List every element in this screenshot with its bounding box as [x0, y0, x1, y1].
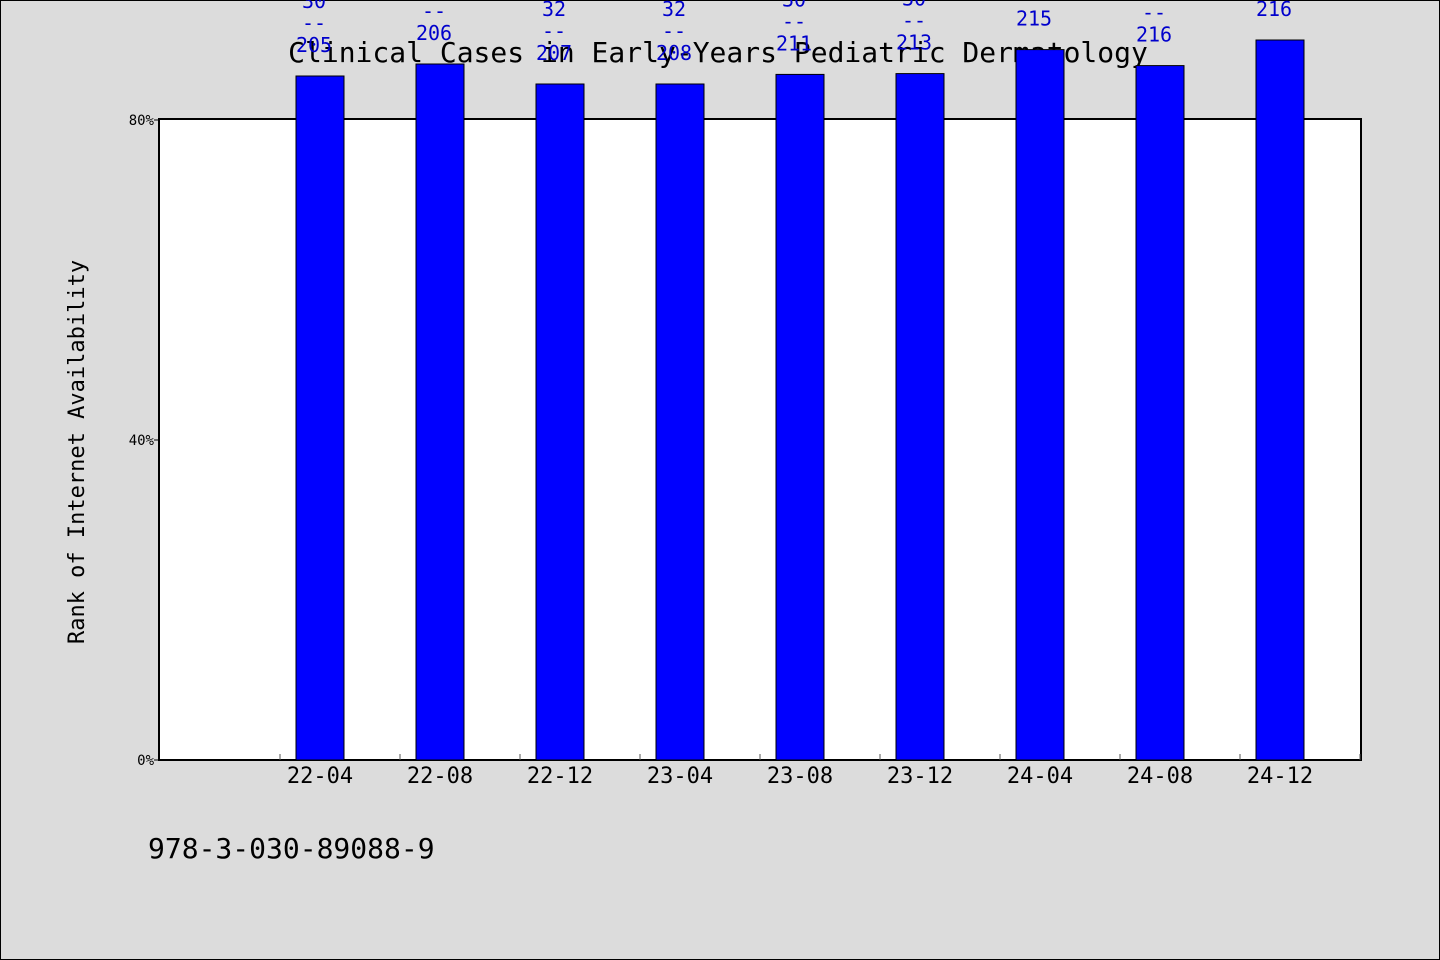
x-tick-label: 24-08 — [1127, 764, 1193, 789]
y-tick-label: 0% — [137, 753, 154, 769]
x-tick-label: 24-12 — [1247, 764, 1313, 789]
data-label: 30 — [902, 0, 926, 11]
data-label: -- — [302, 11, 326, 35]
bar — [535, 83, 585, 761]
y-tick-label: 80% — [129, 113, 155, 129]
x-tick-label: 23-04 — [647, 764, 713, 789]
x-tick-label: 22-12 — [527, 764, 593, 789]
x-axis-ticks: 22-04 22-08 22-12 23-04 23-08 23-12 24-04 24-08… — [279, 754, 1361, 789]
bar — [895, 73, 945, 761]
x-tick-label: 22-04 — [287, 764, 353, 789]
bar — [1255, 39, 1305, 761]
y-axis-label: Rank of Internet Availability — [65, 260, 90, 644]
data-label: 205 — [296, 33, 332, 57]
bar — [1015, 49, 1065, 761]
y-axis-ticks: 0% 40% 80% — [129, 113, 160, 769]
data-label: 211 — [776, 31, 812, 55]
data-label: 206 — [416, 21, 452, 45]
bar — [415, 63, 465, 761]
bar — [295, 75, 345, 761]
data-label: -- — [902, 9, 926, 33]
data-label: 29 — [1142, 0, 1166, 3]
bar-labels: 30--20527--20632--20732--20830--21130--2… — [296, 0, 1292, 65]
x-tick-label: 23-08 — [767, 764, 833, 789]
x-tick-label: 22-08 — [407, 764, 473, 789]
data-label: 216 — [1136, 23, 1172, 47]
data-label: 216 — [1256, 0, 1292, 21]
bar — [655, 83, 705, 761]
bar — [775, 73, 825, 761]
data-label: 32 — [662, 0, 686, 21]
data-label: 213 — [896, 31, 932, 55]
data-label: 208 — [656, 41, 692, 65]
data-label: -- — [1022, 0, 1046, 9]
data-label: 30 — [782, 0, 806, 11]
bar — [1135, 65, 1185, 761]
data-label: -- — [422, 0, 446, 23]
x-tick-label: 23-12 — [887, 764, 953, 789]
data-label: -- — [1142, 1, 1166, 25]
footer-code: 978-3-030-89088-9 — [148, 832, 435, 865]
data-label: 30 — [302, 0, 326, 13]
data-label: 32 — [542, 0, 566, 21]
y-tick-label: 40% — [129, 433, 155, 449]
data-label: -- — [542, 19, 566, 43]
data-label: 27 — [422, 0, 446, 1]
data-label: -- — [782, 9, 806, 33]
data-label: 215 — [1016, 7, 1052, 31]
x-tick-label: 24-04 — [1007, 764, 1073, 789]
data-label: 207 — [536, 41, 572, 65]
data-label: -- — [662, 19, 686, 43]
bars — [295, 39, 1305, 761]
